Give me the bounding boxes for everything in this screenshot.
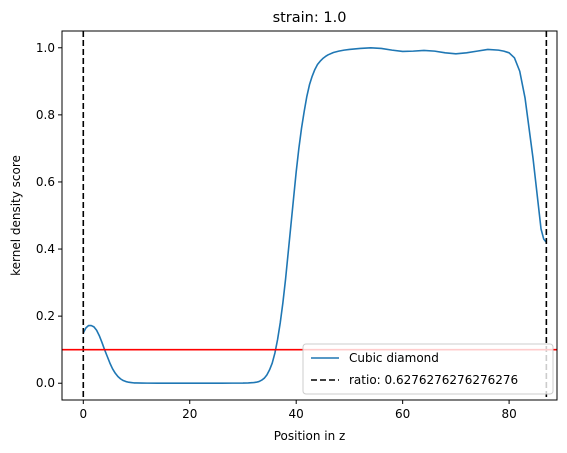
- ticks: 0 20 40 60 80 0.0 0.2 0.4 0.6 0.8 1.0: [36, 41, 517, 421]
- y-tick-label: 0.0: [36, 376, 55, 390]
- legend: Cubic diamond ratio: 0.6276276276276276: [302, 343, 554, 395]
- y-tick-label: 1.0: [36, 41, 55, 55]
- x-tick-label: 40: [289, 407, 304, 421]
- y-tick-label: 0.8: [36, 108, 55, 122]
- legend-box: [302, 343, 554, 395]
- x-tick-label: 60: [395, 407, 410, 421]
- legend-label-cubic-diamond: Cubic diamond: [349, 351, 439, 365]
- y-axis-label: kernel density score: [9, 155, 23, 276]
- series-line-0: [82, 46, 547, 384]
- axes-frame: [61, 30, 558, 401]
- x-tick-label: 20: [182, 407, 197, 421]
- y-tick-label: 0.2: [36, 309, 55, 323]
- x-tick-label: 80: [501, 407, 516, 421]
- y-tick-label: 0.4: [36, 242, 55, 256]
- x-tick-label: 0: [79, 407, 87, 421]
- chart-title: strain: 1.0: [273, 10, 347, 26]
- x-axis-label: Position in z: [274, 429, 346, 443]
- y-tick-label: 0.6: [36, 175, 55, 189]
- legend-label-ratio: ratio: 0.6276276276276276: [349, 373, 518, 387]
